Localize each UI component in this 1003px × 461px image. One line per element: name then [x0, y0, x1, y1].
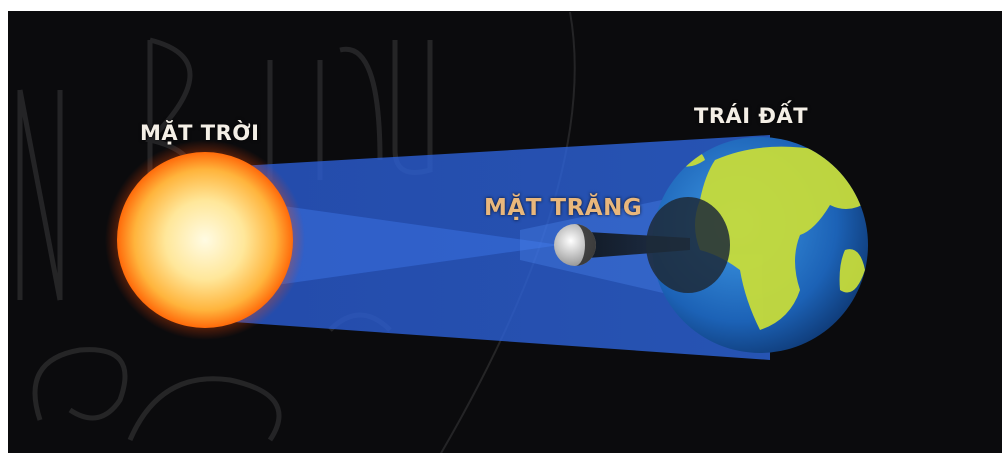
frame-left	[0, 0, 8, 461]
frame-bottom	[0, 453, 1003, 461]
sun	[117, 152, 293, 328]
moon-dark-side	[575, 224, 596, 266]
moon-label: MẶT TRĂNG	[484, 195, 643, 221]
sun-label: MẶT TRỜI	[140, 121, 260, 145]
sunlight-beam	[205, 135, 770, 360]
eclipse-shadow-spot	[646, 197, 730, 293]
frame-top	[0, 0, 1003, 11]
earth-label: TRÁI ĐẤT	[694, 104, 809, 128]
